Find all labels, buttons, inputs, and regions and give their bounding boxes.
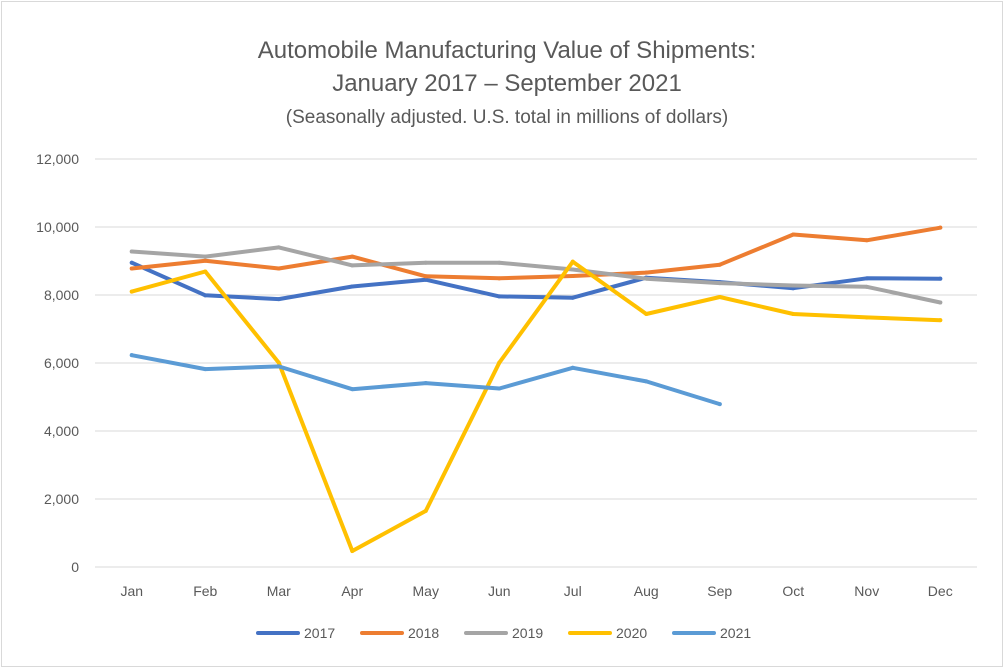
chart-title: Automobile Manufacturing Value of Shipme… xyxy=(258,37,757,64)
data-point-2019-Jun xyxy=(497,260,502,265)
data-point-2018-Jun xyxy=(497,276,502,281)
data-point-2017-Jun xyxy=(497,294,502,299)
data-point-2018-Jul xyxy=(570,273,575,278)
series-line-2020 xyxy=(129,259,943,553)
data-point-2020-Sep xyxy=(717,295,722,300)
data-point-2019-Oct xyxy=(791,283,796,288)
chart-title-line-2: January 2017 – September 2021 xyxy=(332,70,682,97)
y-axis-tick-labels: 0 2,000 4,000 6,000 8,000 10,000 12,000 xyxy=(36,151,79,575)
data-point-2017-Apr xyxy=(350,284,355,289)
legend-label-2018: 2018 xyxy=(408,625,439,641)
data-point-2017-Feb xyxy=(203,293,208,298)
data-point-2017-Nov xyxy=(864,276,869,281)
data-point-2017-Jul xyxy=(570,295,575,300)
x-tick-label: Sep xyxy=(707,583,732,599)
data-point-2018-May xyxy=(423,274,428,279)
data-point-2020-Dec xyxy=(938,318,943,323)
y-tick-label: 10,000 xyxy=(36,219,79,235)
data-point-2021-Sep xyxy=(717,402,722,407)
data-point-2019-Nov xyxy=(864,284,869,289)
data-point-2018-Feb xyxy=(203,258,208,263)
data-point-2018-Mar xyxy=(276,266,281,271)
data-point-2018-Apr xyxy=(350,254,355,259)
data-point-2021-Jan xyxy=(129,353,134,358)
y-tick-label: 6,000 xyxy=(44,355,79,371)
data-point-2017-Dec xyxy=(938,276,943,281)
x-tick-label: Oct xyxy=(782,583,804,599)
x-tick-label: Jun xyxy=(488,583,511,599)
data-point-2018-Aug xyxy=(644,270,649,275)
x-tick-label: Mar xyxy=(267,583,291,599)
data-point-2019-Feb xyxy=(203,254,208,259)
data-point-2021-Aug xyxy=(644,379,649,384)
data-point-2018-Oct xyxy=(791,232,796,237)
data-point-2018-Dec xyxy=(938,225,943,230)
x-tick-label: Feb xyxy=(193,583,217,599)
data-point-2021-May xyxy=(423,381,428,386)
y-tick-label: 8,000 xyxy=(44,287,79,303)
data-point-2020-Oct xyxy=(791,312,796,317)
data-point-2020-Jun xyxy=(497,360,502,365)
data-point-2020-Aug xyxy=(644,312,649,317)
data-point-2019-Sep xyxy=(717,281,722,286)
data-point-2019-Mar xyxy=(276,245,281,250)
data-point-2021-Feb xyxy=(203,367,208,372)
data-point-2021-Jul xyxy=(570,365,575,370)
data-point-2020-Feb xyxy=(203,269,208,274)
legend-label-2019: 2019 xyxy=(512,625,543,641)
data-point-2019-Aug xyxy=(644,276,649,281)
x-tick-label: Jul xyxy=(564,583,582,599)
data-point-2019-May xyxy=(423,260,428,265)
legend: 2017 2018 2019 2020 2021 xyxy=(256,625,751,641)
x-tick-label: Dec xyxy=(928,583,953,599)
chart-subtitle: (Seasonally adjusted. U.S. total in mill… xyxy=(286,107,728,128)
data-point-2021-Apr xyxy=(350,387,355,392)
y-tick-label: 12,000 xyxy=(36,151,79,167)
x-tick-label: Jan xyxy=(120,583,143,599)
data-point-2021-Jun xyxy=(497,386,502,391)
data-point-2018-Jan xyxy=(129,266,134,271)
data-point-2019-Jan xyxy=(129,249,134,254)
data-point-2019-Dec xyxy=(938,300,943,305)
x-axis-tick-labels: Jan Feb Mar Apr May Jun Jul Aug Sep Oct Nov Dec xyxy=(120,583,952,599)
data-point-2020-Nov xyxy=(864,315,869,320)
x-tick-label: Apr xyxy=(341,583,363,599)
data-point-2021-Mar xyxy=(276,364,281,369)
data-point-2017-Mar xyxy=(276,297,281,302)
data-point-2020-Jan xyxy=(129,289,134,294)
y-tick-label: 0 xyxy=(71,559,79,575)
data-point-2020-Jul xyxy=(570,259,575,264)
data-point-2019-Apr xyxy=(350,263,355,268)
series-line-2017 xyxy=(129,260,943,302)
series-line-2018 xyxy=(129,225,943,281)
x-tick-label: May xyxy=(413,583,439,599)
data-point-2020-Mar xyxy=(276,360,281,365)
y-tick-label: 2,000 xyxy=(44,491,79,507)
series-lines xyxy=(129,225,943,554)
x-tick-label: Aug xyxy=(634,583,659,599)
data-point-2018-Nov xyxy=(864,238,869,243)
data-point-2019-Jul xyxy=(570,267,575,272)
data-point-2018-Sep xyxy=(717,262,722,267)
data-point-2020-Apr xyxy=(350,549,355,554)
data-point-2017-Jan xyxy=(129,260,134,265)
series-line-2019 xyxy=(129,245,943,305)
legend-label-2020: 2020 xyxy=(616,625,647,641)
y-tick-label: 4,000 xyxy=(44,423,79,439)
data-point-2017-May xyxy=(423,277,428,282)
legend-label-2017: 2017 xyxy=(304,625,335,641)
data-point-2020-May xyxy=(423,508,428,513)
gridlines xyxy=(95,158,977,568)
x-tick-label: Nov xyxy=(854,583,879,599)
legend-label-2021: 2021 xyxy=(720,625,751,641)
